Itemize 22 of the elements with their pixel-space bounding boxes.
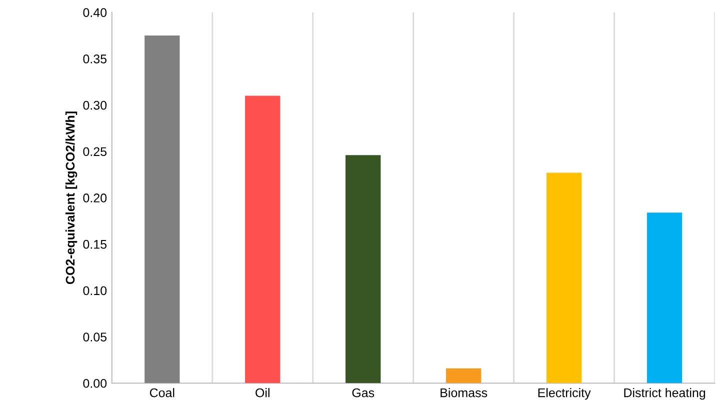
y-tick-label: 0.15 [83, 240, 107, 249]
y-tick-label: 0.00 [83, 378, 107, 388]
bar [446, 368, 482, 384]
y-tick-label: 0.30 [83, 100, 107, 110]
bar [646, 212, 682, 384]
y-axis-title: CO2-equivalent [kgCO2/kWh] [65, 112, 78, 284]
y-tick-label: 0.35 [83, 54, 107, 64]
y-tick-label: 0.10 [83, 286, 107, 296]
x-tick-label: Oil [256, 388, 270, 398]
y-tick-label: 0.05 [83, 332, 107, 342]
bar [144, 36, 180, 384]
bar [346, 155, 381, 384]
x-tick-label: Gas [352, 388, 374, 398]
y-tick-label: 0.25 [83, 147, 107, 156]
x-tick-label: Biomass [440, 388, 488, 398]
bar [245, 96, 280, 384]
x-tick-label: Coal [150, 388, 174, 398]
y-tick-label: 0.40 [83, 8, 107, 18]
y-tick-label: 0.20 [83, 194, 107, 202]
x-tick-label: District heating [624, 388, 706, 400]
x-tick-label: Electricity [538, 388, 591, 400]
bar [546, 172, 582, 384]
